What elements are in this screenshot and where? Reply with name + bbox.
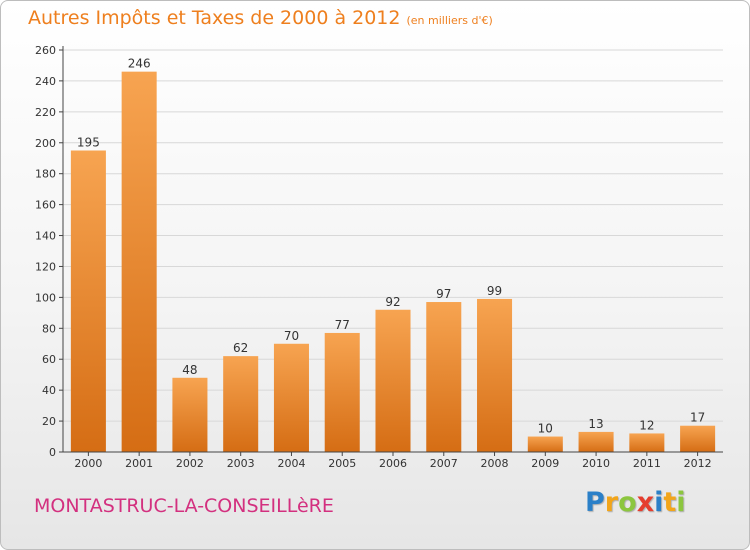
y-tick-label: 160 xyxy=(35,199,56,212)
data-label-2006: 92 xyxy=(385,295,400,309)
data-label-2010: 13 xyxy=(588,417,603,431)
bar-2005 xyxy=(324,332,360,452)
data-label-2012: 17 xyxy=(690,411,705,425)
x-tick-label-2007: 2007 xyxy=(430,457,458,470)
data-label-2011: 12 xyxy=(639,418,654,432)
y-tick-label: 20 xyxy=(42,415,56,428)
data-label-2000: 195 xyxy=(77,136,100,150)
y-tick-label: 140 xyxy=(35,230,56,243)
y-tick-label: 220 xyxy=(35,106,56,119)
x-tick-label-2011: 2011 xyxy=(633,457,661,470)
data-label-2009: 10 xyxy=(538,422,553,436)
data-label-2005: 77 xyxy=(335,318,350,332)
chart-subtitle: (en milliers d'€) xyxy=(406,14,493,27)
bar-2001 xyxy=(121,71,157,453)
bar-2003 xyxy=(223,356,259,452)
x-tick-label-2002: 2002 xyxy=(176,457,204,470)
data-label-2004: 70 xyxy=(284,329,299,343)
y-tick-label: 100 xyxy=(35,291,56,304)
y-tick-label: 240 xyxy=(35,75,56,88)
bar-2010 xyxy=(578,431,614,452)
y-tick-label: 260 xyxy=(35,44,56,57)
y-tick-label: 0 xyxy=(49,446,56,459)
x-tick-label-2010: 2010 xyxy=(582,457,610,470)
bar-2009 xyxy=(527,436,563,452)
data-label-2007: 97 xyxy=(436,287,451,301)
bar-2008 xyxy=(477,298,513,452)
x-tick-label-2012: 2012 xyxy=(684,457,712,470)
logo-letter: t xyxy=(663,487,677,518)
y-tick-label: 60 xyxy=(42,353,56,366)
data-label-2001: 246 xyxy=(128,57,151,71)
logo-letter: o xyxy=(618,487,637,518)
bar-2000 xyxy=(70,150,106,452)
x-tick-label-2008: 2008 xyxy=(481,457,509,470)
logo-letter: x xyxy=(636,487,655,518)
bars xyxy=(70,71,716,453)
bar-2002 xyxy=(172,377,208,452)
x-tick-label-2003: 2003 xyxy=(227,457,255,470)
data-label-2008: 99 xyxy=(487,284,502,298)
bar-2012 xyxy=(680,425,716,452)
data-labels: 195 246 48 62 70 77 92 97 99 10 13 12 17 xyxy=(77,57,705,436)
axes: 0 20 40 60 80 100 120 140 160 180 200 220 240 260 2000… xyxy=(35,44,723,470)
x-tick-label-2006: 2006 xyxy=(379,457,407,470)
bar-2004 xyxy=(273,343,309,452)
logo-letter: P xyxy=(585,487,605,518)
commune-name: MONTASTRUC-LA-CONSEILLèRE xyxy=(34,495,334,517)
y-tick-label: 40 xyxy=(42,384,56,397)
y-tick-label: 120 xyxy=(35,260,56,273)
x-tick-label-2009: 2009 xyxy=(531,457,559,470)
chart-title: Autres Impôts et Taxes de 2000 à 2012 (en… xyxy=(28,7,493,29)
chart-title-text: Autres Impôts et Taxes de 2000 à 2012 xyxy=(28,7,401,29)
bar-2006 xyxy=(375,309,411,452)
x-tick-label-2004: 2004 xyxy=(277,457,305,470)
bar-2007 xyxy=(426,302,462,452)
data-label-2003: 62 xyxy=(233,341,248,355)
logo-letter: r xyxy=(604,487,619,518)
y-tick-label: 180 xyxy=(35,168,56,181)
proxiti-logo: Proxiti xyxy=(585,487,686,518)
logo-letter: i xyxy=(654,487,664,518)
y-tick-label: 80 xyxy=(42,322,56,335)
data-label-2002: 48 xyxy=(182,363,197,377)
x-tick-label-2001: 2001 xyxy=(125,457,153,470)
x-tick-label-2005: 2005 xyxy=(328,457,356,470)
logo-letter: i xyxy=(676,487,686,518)
x-tick-label-2000: 2000 xyxy=(74,457,102,470)
bar-2011 xyxy=(629,433,665,452)
y-tick-label: 200 xyxy=(35,137,56,150)
